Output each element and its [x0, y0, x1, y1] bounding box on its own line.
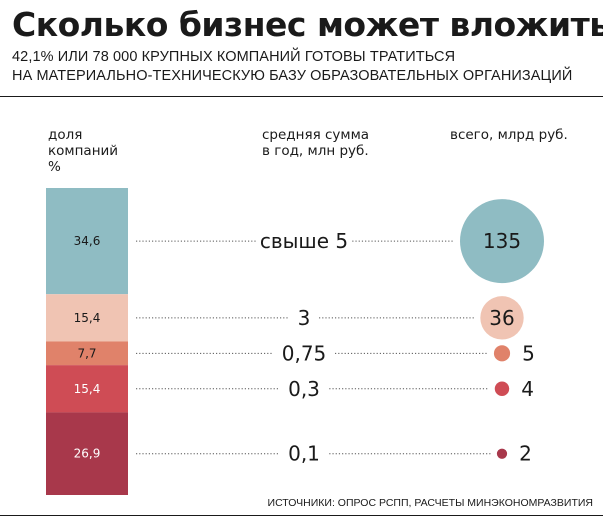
total-circle [480, 296, 524, 340]
total-circle [460, 199, 544, 284]
column-header-average-line-1: средняя сумма [262, 127, 370, 143]
column-header-average: средняя сумма в год, млн руб. [262, 127, 369, 159]
total-value-label: 4 [521, 377, 534, 401]
header-divider [0, 96, 603, 97]
share-bar-segment [46, 341, 128, 366]
column-header-share-line-2: компаний [48, 143, 119, 159]
share-value-label: 7,7 [77, 346, 96, 360]
column-header-share-line-3: % [48, 159, 61, 175]
share-value-label: 26,9 [74, 447, 101, 461]
total-circle [494, 381, 510, 397]
subtitle-line-1: 42,1% ИЛИ 78 000 КРУПНЫХ КОМПАНИЙ ГОТОВЫ… [12, 49, 456, 65]
column-header-total: всего, млрд руб. [450, 127, 568, 143]
column-header-share-line-1: доля [48, 127, 83, 143]
share-value-label: 15,4 [74, 382, 101, 396]
average-amount-label: 0,3 [288, 377, 320, 401]
total-value-label: 2 [519, 442, 532, 466]
subtitle-line-2: НА МАТЕРИАЛЬНО-ТЕХНИЧЕСКУЮ БАЗУ ОБРАЗОВА… [12, 68, 573, 84]
share-bar-segment [46, 294, 128, 342]
share-value-label: 34,6 [74, 234, 101, 248]
average-amount-label: 0,75 [282, 341, 327, 365]
share-bar-segment [46, 412, 128, 495]
average-amount-label: свыше 5 [260, 229, 348, 253]
column-header-share: доля компаний % [48, 127, 118, 175]
share-bar-segment [46, 188, 128, 295]
total-value-label: 5 [522, 341, 535, 365]
source-note: ИСТОЧНИКИ: ОПРОС РСПП, РАСЧЕТЫ МИНЭКОНОМ… [267, 497, 593, 509]
footer-divider [0, 515, 603, 516]
total-circle [493, 345, 511, 362]
total-circle [496, 448, 508, 459]
total-value-label: 135 [483, 229, 521, 253]
share-bar-segment [46, 365, 128, 413]
chart-subtitle: 42,1% ИЛИ 78 000 КРУПНЫХ КОМПАНИЙ ГОТОВЫ… [12, 48, 572, 86]
share-value-label: 15,4 [74, 311, 101, 325]
column-header-total-line-1: всего, млрд руб. [450, 127, 568, 143]
chart-title: Сколько бизнес может вложить [12, 5, 603, 44]
average-amount-label: 0,1 [288, 442, 320, 466]
column-header-average-line-2: в год, млн руб. [262, 143, 369, 159]
average-amount-label: 3 [298, 306, 311, 330]
total-value-label: 36 [489, 306, 514, 330]
